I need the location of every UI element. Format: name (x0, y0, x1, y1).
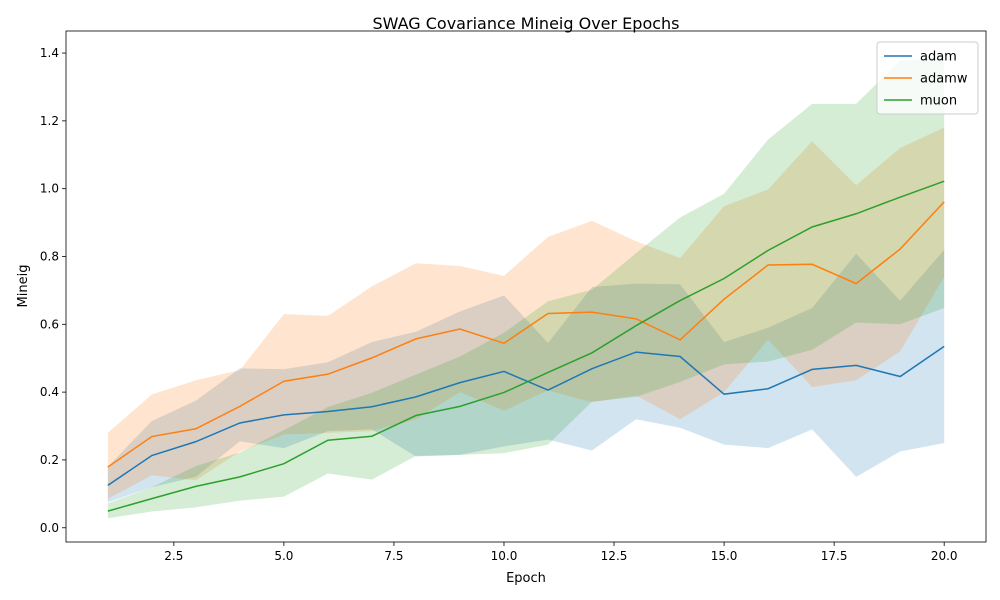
adam-line (107, 345, 945, 486)
y-tick-label: 1.0 (40, 182, 59, 196)
chart-title: SWAG Covariance Mineig Over Epochs (373, 14, 680, 33)
legend-label-adam: adam (920, 50, 957, 65)
adamw-band (107, 127, 945, 499)
x-tick-label: 2.5 (164, 549, 183, 563)
y-tick-label: 1.2 (40, 114, 59, 128)
y-tick-label: 0.8 (40, 249, 59, 263)
y-tick-label: 0.2 (40, 453, 59, 467)
legend-label-adamw: adamw (920, 72, 968, 87)
y-tick-label: 1.4 (40, 46, 59, 60)
x-tick-label: 12.5 (601, 549, 628, 563)
x-tick-label: 5.0 (274, 549, 293, 563)
plot-frame (65, 30, 987, 543)
muon-band (107, 58, 945, 519)
legend-label-muon: muon (920, 94, 957, 109)
legend: adam adamw muon (876, 41, 979, 115)
adam-band (107, 249, 945, 503)
y-axis-ticks: 0.0 0.2 0.4 0.6 0.8 1.0 1.2 1.4 (40, 46, 66, 535)
x-axis-label: Epoch (506, 571, 546, 586)
confidence-bands (107, 58, 945, 519)
x-tick-label: 17.5 (821, 549, 848, 563)
adamw-line (107, 201, 945, 468)
x-tick-label: 15.0 (711, 549, 738, 563)
y-tick-label: 0.4 (40, 385, 59, 399)
x-tick-label: 10.0 (491, 549, 518, 563)
x-tick-label: 20.0 (931, 549, 958, 563)
muon-line (107, 180, 945, 512)
x-tick-label: 7.5 (384, 549, 403, 563)
y-axis-label: Mineig (16, 265, 31, 308)
x-axis-ticks: 2.5 5.0 7.5 10.0 12.5 15.0 17.5 20.0 (164, 542, 958, 563)
series-lines (107, 180, 945, 512)
legend-box (876, 41, 979, 115)
y-tick-label: 0.0 (40, 521, 59, 535)
y-tick-label: 0.6 (40, 317, 59, 331)
